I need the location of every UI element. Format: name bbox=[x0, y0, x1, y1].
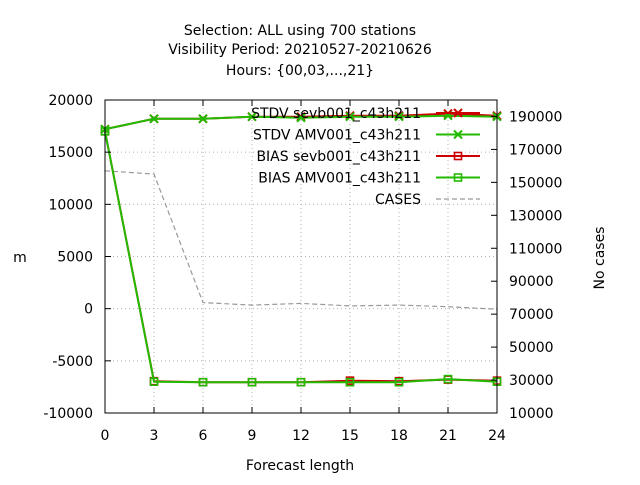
data-point bbox=[149, 377, 159, 387]
legend-entry: BIAS AMV001_c43h211 bbox=[258, 171, 480, 187]
titles: Selection: ALL using 700 stations Visibi… bbox=[13, 23, 608, 474]
data-point bbox=[394, 111, 404, 122]
x-tick-label: 6 bbox=[199, 428, 208, 444]
legend-label: BIAS AMV001_c43h211 bbox=[258, 171, 421, 187]
x-tick-label: 24 bbox=[488, 428, 506, 444]
y-axis-label: m bbox=[13, 250, 27, 266]
legend-entry: STDV AMV001_c43h211 bbox=[253, 128, 480, 144]
y-tick-label: 5000 bbox=[57, 250, 93, 266]
y-tick-label: -10000 bbox=[43, 406, 93, 422]
y-tick-label: 15000 bbox=[48, 145, 93, 161]
x-tick-label: 21 bbox=[439, 428, 457, 444]
y-tick-label: 10000 bbox=[48, 197, 93, 213]
legend-entry: STDV sevb001_c43h211 bbox=[251, 106, 480, 122]
y-tick-label: 0 bbox=[84, 302, 93, 318]
series-layer bbox=[100, 108, 502, 387]
legend-swatch-marker bbox=[453, 108, 463, 118]
y2-tick-label: 110000 bbox=[509, 241, 562, 257]
y2-tick-label: 190000 bbox=[509, 109, 562, 125]
y2-tick-label: 30000 bbox=[509, 373, 554, 389]
data-point bbox=[198, 114, 208, 124]
y2-axis-label: No cases bbox=[592, 227, 608, 290]
y2-tick-label: 150000 bbox=[509, 175, 562, 191]
y2-tick-label: 170000 bbox=[509, 142, 562, 158]
y2-tick-label: 10000 bbox=[509, 406, 554, 422]
data-point bbox=[149, 114, 159, 124]
ticks: 0 3 6 9 12 15 18 21 24 -10000 -5000 0 5000 10000 15000… bbox=[43, 93, 562, 444]
legend-entry: BIAS sevb001_c43h211 bbox=[256, 149, 480, 165]
data-point bbox=[443, 374, 453, 384]
y2-tick-label: 90000 bbox=[509, 274, 554, 290]
chart-title-line-2: Visibility Period: 20210527-20210626 bbox=[168, 42, 432, 58]
data-point bbox=[296, 113, 306, 123]
data-point bbox=[247, 377, 257, 387]
legend-label: STDV AMV001_c43h211 bbox=[253, 128, 421, 144]
grid bbox=[105, 100, 497, 413]
y-tick-label: -5000 bbox=[52, 354, 93, 370]
legend-label: STDV sevb001_c43h211 bbox=[251, 106, 421, 122]
x-tick-label: 15 bbox=[341, 428, 359, 444]
chart-title-line-3: Hours: {00,03,...,21} bbox=[226, 63, 374, 79]
y2-tick-label: 50000 bbox=[509, 340, 554, 356]
legend-label: BIAS sevb001_c43h211 bbox=[256, 149, 421, 165]
y2-tick-label: 70000 bbox=[509, 307, 554, 323]
x-tick-label: 9 bbox=[248, 428, 257, 444]
x-tick-label: 3 bbox=[150, 428, 159, 444]
data-point bbox=[296, 377, 306, 387]
series-line bbox=[104, 170, 498, 310]
legend-swatch-marker bbox=[453, 129, 463, 140]
y2-tick-label: 130000 bbox=[509, 208, 562, 224]
data-point bbox=[394, 377, 404, 387]
x-tick-label: 18 bbox=[390, 428, 408, 444]
series-line bbox=[104, 131, 498, 384]
x-tick-label: 0 bbox=[101, 428, 110, 444]
legend-swatch-marker bbox=[453, 173, 463, 182]
chart-title-line-1: Selection: ALL using 700 stations bbox=[184, 23, 416, 39]
x-axis-label: Forecast length bbox=[246, 458, 354, 474]
data-point bbox=[198, 377, 208, 387]
legend-entry: CASES bbox=[375, 192, 480, 208]
legend-label: CASES bbox=[375, 192, 421, 208]
data-point bbox=[345, 377, 355, 387]
data-point bbox=[345, 111, 355, 122]
legend-swatch-marker bbox=[453, 151, 463, 161]
x-tick-label: 12 bbox=[292, 428, 310, 444]
data-point bbox=[247, 111, 257, 122]
y-tick-label: 20000 bbox=[48, 93, 93, 109]
legend: STDV sevb001_c43h211 STDV AMV001_c43h211 B… bbox=[251, 106, 480, 208]
series-cases bbox=[104, 170, 498, 310]
